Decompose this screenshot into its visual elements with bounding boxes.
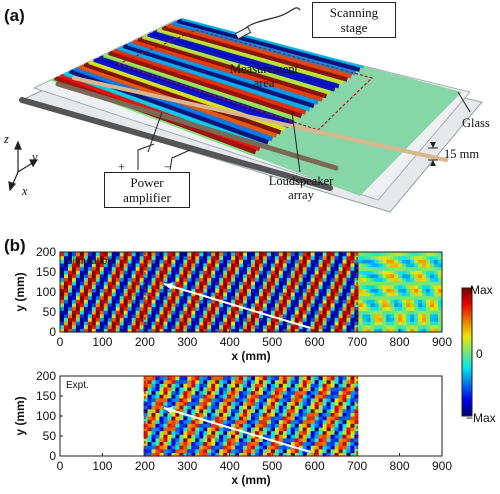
propagation-arrow-head [163, 283, 173, 290]
y-tick-label: 100 [36, 409, 56, 423]
colorbar-zero-label: 0 [476, 347, 483, 361]
x-axis-title: x (mm) [231, 473, 270, 487]
panel-a-label: (a) [4, 6, 25, 25]
y-axis-title: y (mm) [13, 272, 27, 311]
colorbar-max-label: Max [470, 283, 493, 297]
measurement-area-outline [116, 29, 374, 131]
plot-tag: Expt. [66, 380, 89, 391]
x-tick-label: 700 [347, 459, 367, 473]
dimension-label: 15 mm [444, 147, 480, 161]
y-tick-label: 100 [36, 285, 56, 299]
y-tick-label: 0 [49, 325, 56, 339]
plus-terminal-label: + [118, 160, 126, 174]
x-tick-label: 300 [177, 335, 197, 349]
x-tick-label: 500 [262, 335, 282, 349]
minus-terminal-label: − [164, 160, 172, 174]
loudspeaker-array-label: Loudspeaker array [268, 174, 334, 202]
x-tick-label: 500 [262, 459, 282, 473]
x-tick-label: 600 [305, 459, 325, 473]
x-tick-label: 400 [220, 459, 240, 473]
x-tick-label: 100 [92, 335, 112, 349]
x-tick-label: 0 [57, 459, 64, 473]
x-tick-label: 700 [347, 335, 367, 349]
coordinate-axes [8, 140, 39, 192]
measurement-area-label: Measurement area [229, 62, 299, 90]
colorbar-min-label: −Max [466, 411, 496, 425]
propagation-arrow [163, 407, 311, 453]
y-tick-label: 150 [36, 389, 56, 403]
x-tick-label: 200 [135, 335, 155, 349]
x-tick-label: 900 [432, 335, 452, 349]
y-tick-label: 0 [49, 449, 56, 463]
colorbar [461, 287, 473, 417]
x-tick-label: 800 [390, 459, 410, 473]
propagation-arrow [163, 283, 311, 329]
wave-field-heatmap [60, 376, 443, 457]
y-tick-label: 50 [43, 305, 57, 319]
glass-label: Glass [462, 116, 490, 130]
scanning-stage-cable [243, 7, 301, 31]
power-amplifier-callout: Power amplifier [104, 172, 190, 208]
scanning-stage-callout: Scanning stage [312, 2, 396, 38]
axis-y-label: y [32, 150, 38, 164]
experimental-setup-illustration [8, 7, 483, 213]
wave-field-heatmap [60, 252, 443, 333]
y-tick-label: 200 [36, 369, 56, 383]
x-tick-label: 200 [135, 459, 155, 473]
y-tick-label: 200 [36, 245, 56, 259]
x-tick-label: 900 [432, 459, 452, 473]
x-tick-label: 600 [305, 335, 325, 349]
axis-x-label: x [22, 184, 28, 198]
x-axis-title: x (mm) [231, 349, 270, 363]
x-tick-label: 300 [177, 459, 197, 473]
plot-tag: Simulation [66, 256, 113, 267]
panel-b-label: (b) [4, 236, 26, 255]
x-tick-label: 400 [220, 335, 240, 349]
x-tick-label: 800 [390, 335, 410, 349]
propagation-arrow-head [163, 407, 173, 414]
x-tick-label: 0 [57, 335, 64, 349]
x-tick-label: 100 [92, 459, 112, 473]
axis-z-label: z [4, 132, 9, 146]
y-axis-title: y (mm) [13, 396, 27, 435]
y-tick-label: 150 [36, 265, 56, 279]
y-tick-label: 50 [43, 429, 57, 443]
